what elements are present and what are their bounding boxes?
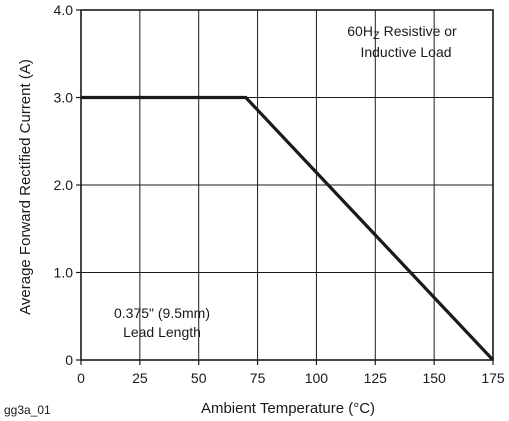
x-tick-label: 0 (77, 370, 85, 386)
y-tick-label: 3.0 (54, 90, 74, 106)
y-tick-label: 1.0 (54, 265, 74, 281)
load-annotation-rest: Resistive or (380, 23, 457, 39)
load-annotation: 60HZ Resistive or Inductive Load (347, 23, 457, 60)
lead-length-line2: Lead Length (123, 324, 201, 340)
grid-lines (81, 10, 493, 360)
x-tick-label: 25 (132, 370, 148, 386)
figure-code: gg3a_01 (4, 403, 51, 417)
x-tick-label: 175 (481, 370, 505, 386)
svg-text:60HZ Resistive or: 60HZ Resistive or (347, 23, 457, 42)
y-tick-label: 0 (65, 352, 73, 368)
y-axis-title: Average Forward Rectified Current (A) (17, 59, 34, 315)
y-tick-label: 2.0 (54, 177, 74, 193)
x-tick-label: 75 (250, 370, 266, 386)
y-tick-label: 4.0 (54, 2, 74, 18)
x-axis-title: Ambient Temperature (°C) (201, 400, 375, 417)
derating-curve (81, 95, 495, 362)
load-annotation-line2: Inductive Load (360, 44, 451, 60)
lead-length-annotation: 0.375" (9.5mm) Lead Length (114, 305, 210, 340)
tick-labels: 0 25 50 75 100 125 150 175 0 1.0 2.0 3.0 4.0 (54, 2, 505, 386)
series-layer (81, 95, 495, 362)
load-annotation-main: 60H (347, 23, 373, 39)
x-tick-label: 100 (305, 370, 329, 386)
load-annotation-subscript: Z (373, 30, 380, 42)
x-tick-label: 150 (422, 370, 446, 386)
x-tick-label: 50 (191, 370, 207, 386)
lead-length-line1: 0.375" (9.5mm) (114, 305, 210, 321)
x-tick-label: 125 (364, 370, 388, 386)
